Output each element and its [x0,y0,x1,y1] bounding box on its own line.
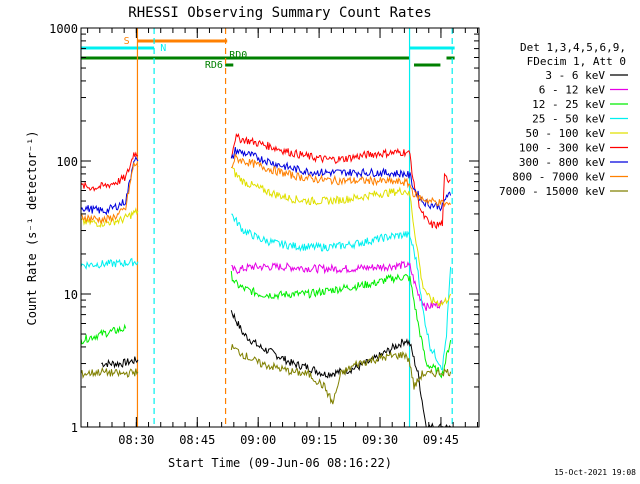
x-tick-label-09-00: 09:00 [240,433,276,447]
vertical-markers [136,28,453,427]
x-tick-label-08-45: 08:45 [179,433,215,447]
legend: Det 1,3,4,5,6,9, FDecim 1, Att 0 3 - 6 k… [499,41,628,198]
legend-label-25-50-kev: 25 - 50 keV [532,113,605,126]
y-axis: 1 10 100 1000 [49,22,479,435]
x-tick-label-09-30: 09:30 [362,433,398,447]
legend-label-6-12-kev: 6 - 12 keV [539,84,606,97]
series-line-7000-15000-kev [230,344,452,405]
series-line-25-50-kev [80,257,139,270]
legend-label-12-25-kev: 12 - 25 keV [532,98,605,111]
y-axis-label: Count Rate (s⁻¹ detector⁻¹) [25,130,39,325]
state-bar-label-s: S [124,36,130,47]
y-tick-label-10: 10 [64,288,78,302]
series-line-300-800-kev [230,147,452,212]
series-line-3-6-kev [101,356,139,369]
legend-label-800-7000-kev: 800 - 7000 keV [512,171,605,184]
series-line-50-100-kev [80,207,139,228]
footer-date: 15-Oct-2021 19:08 [554,468,636,477]
legend-header-line-2: FDecim 1, Att 0 [527,55,626,68]
series-line-7000-15000-kev [80,366,139,380]
legend-label-7000-15000-kev: 7000 - 15000 keV [499,185,605,198]
series-layer [80,132,452,428]
y-tick-label-100: 100 [56,155,78,169]
y-tick-label-1: 1 [71,421,78,435]
series-line-12-25-kev [230,270,452,379]
legend-label-300-800-kev: 300 - 800 keV [519,156,605,169]
series-line-25-50-kev [231,213,452,371]
series-line-100-300-kev [80,151,139,192]
x-tick-label-08-30: 08:30 [118,433,154,447]
legend-label-100-300-kev: 100 - 300 keV [519,142,605,155]
series-line-3-6-kev [230,310,451,428]
series-line-800-7000-kev [80,162,139,224]
legend-label-3-6-kev: 3 - 6 keV [545,69,605,82]
legend-label-50-100-kev: 50 - 100 keV [526,127,606,140]
x-axis-label: Start Time (09-Jun-06 08:16:22) [168,456,392,470]
series-line-6-12-kev [231,260,443,311]
x-tick-label-09-15: 09:15 [301,433,337,447]
state-bars: S N RD0 RD6 [81,36,455,71]
series-line-50-100-kev [231,166,452,307]
state-bar-label-n: N [160,43,166,54]
x-axis: 08:30 08:45 09:00 09:15 09:30 09:45 [87,28,478,447]
series-line-100-300-kev [230,132,451,230]
chart-title: RHESSI Observing Summary Count Rates [128,5,431,21]
plot-frame [80,27,480,428]
x-tick-label-09-45: 09:45 [423,433,459,447]
series-line-300-800-kev [80,155,139,216]
state-bar-label-rd0: RD0 [229,50,247,61]
series-line-12-25-kev [80,323,127,345]
y-tick-label-1000: 1000 [49,22,78,36]
legend-header-line-1: Det 1,3,4,5,6,9, [520,41,626,54]
state-bar-label-rd6: RD6 [205,60,223,71]
series-line-800-7000-kev [230,153,452,208]
